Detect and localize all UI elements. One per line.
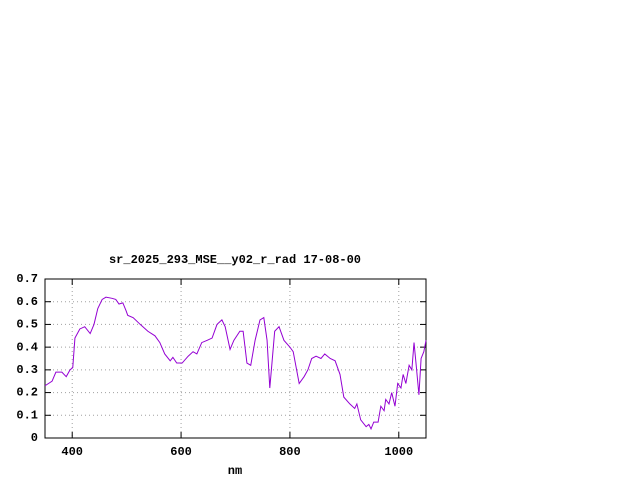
- y-tick-label: 0.5: [16, 318, 38, 332]
- y-tick-label: 0.4: [16, 340, 38, 354]
- y-tick-label: 0.2: [16, 386, 38, 400]
- x-axis-label: nm: [228, 464, 242, 478]
- data-line: [44, 296, 427, 431]
- y-tick-label: 0.7: [16, 272, 38, 286]
- y-tick-label: 0.1: [16, 408, 38, 422]
- y-tick-label: 0.6: [16, 295, 38, 309]
- y-tick-label: 0.3: [16, 363, 38, 377]
- x-tick-label: 400: [61, 445, 83, 459]
- y-tick-label: 0: [31, 431, 38, 445]
- plot-frame: [44, 278, 427, 439]
- x-tick-label: 800: [279, 445, 301, 459]
- x-tick-label: 600: [170, 445, 192, 459]
- x-tick-label: 1000: [384, 445, 413, 459]
- chart-title: sr_2025_293_MSE__y02_r_rad 17-08-00: [109, 253, 361, 267]
